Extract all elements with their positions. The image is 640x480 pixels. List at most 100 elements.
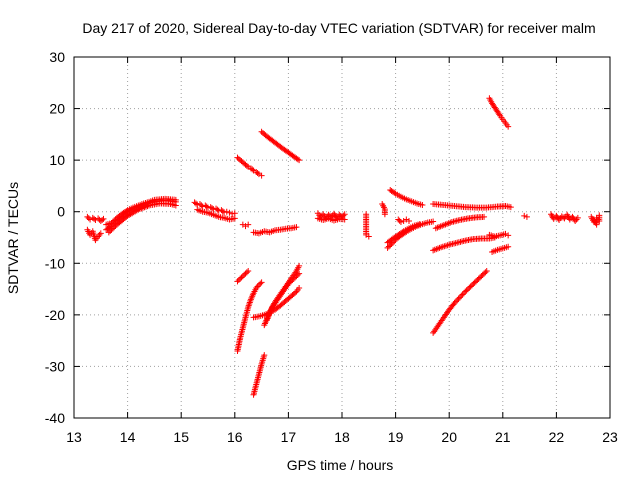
data-point: [397, 219, 404, 226]
data-point: [399, 229, 406, 236]
data-point: [241, 271, 248, 278]
data-point: [477, 274, 484, 281]
data-point: [258, 279, 265, 286]
x-axis-label: GPS time / hours: [287, 457, 394, 473]
data-point: [221, 209, 228, 216]
data-point: [341, 211, 348, 218]
y-tick-label: 30: [49, 49, 65, 65]
data-point: [194, 201, 201, 208]
series-arc-19: [314, 215, 348, 224]
data-point: [231, 215, 238, 222]
data-point: [254, 170, 261, 177]
data-point: [257, 280, 264, 287]
data-point: [296, 270, 303, 277]
series-arc-5: [105, 200, 179, 236]
data-point: [234, 154, 241, 161]
data-point: [416, 221, 423, 228]
y-tick-label: 20: [49, 101, 65, 117]
series-arc-8: [234, 154, 265, 179]
data-point: [473, 278, 479, 285]
data-point: [237, 275, 244, 282]
data-point: [479, 271, 486, 278]
data-point: [478, 273, 485, 280]
data-point: [84, 213, 91, 220]
data-point: [105, 229, 112, 236]
data-point: [108, 220, 115, 227]
series-arc-21: [379, 200, 388, 218]
series-arc-33: [521, 212, 530, 220]
data-point: [292, 274, 299, 281]
series-arc-14: [250, 352, 268, 398]
series-arc-25: [395, 216, 412, 226]
data-point: [196, 200, 203, 207]
data-point: [209, 205, 216, 212]
data-point: [293, 273, 300, 280]
data-point: [205, 204, 211, 211]
data-point: [289, 277, 296, 284]
data-point: [245, 268, 252, 275]
series-arc-34: [548, 211, 581, 224]
x-tick-label: 18: [334, 429, 350, 445]
series-arc-1: [84, 213, 107, 224]
data-point: [294, 156, 301, 163]
data-point: [470, 280, 477, 287]
y-tick-label: -30: [45, 358, 65, 374]
data-point: [108, 226, 115, 233]
data-point: [468, 282, 475, 289]
data-point: [341, 216, 348, 223]
data-point: [123, 208, 130, 215]
data-point: [203, 203, 210, 210]
data-point: [505, 232, 512, 239]
series-arc-29: [486, 230, 512, 240]
data-point: [226, 209, 233, 216]
data-point: [245, 221, 252, 228]
data-point: [229, 210, 236, 217]
data-point: [430, 218, 437, 225]
y-tick-label: 0: [57, 204, 65, 220]
series-arc-27: [432, 213, 488, 232]
data-point: [95, 215, 102, 222]
series-arc-23: [384, 221, 423, 246]
series-arc-10: [239, 221, 252, 230]
data-point: [496, 111, 503, 118]
data-point: [456, 294, 463, 301]
data-point: [231, 210, 238, 217]
x-tick-labels: 13 14 15 16 17 18 19 20 21 22 23: [66, 429, 618, 445]
data-point: [234, 278, 241, 285]
data-point: [215, 207, 222, 214]
series-arc-9: [258, 128, 303, 164]
data-point: [107, 228, 114, 235]
data-point: [451, 299, 458, 306]
data-point: [100, 215, 107, 222]
series-arc-24: [387, 187, 426, 209]
data-point: [523, 213, 530, 220]
data-point: [452, 298, 459, 305]
data-point: [391, 189, 398, 196]
data-point: [285, 280, 292, 287]
data-point: [482, 269, 489, 276]
series-arc-11: [250, 224, 300, 237]
series-arc-20: [363, 211, 372, 240]
series-arc-32: [486, 95, 512, 130]
data-point: [454, 297, 461, 304]
data-point: [239, 159, 246, 166]
data-point: [288, 278, 295, 285]
x-tick-label: 13: [66, 429, 82, 445]
data-point: [560, 214, 567, 221]
data-point: [458, 292, 465, 299]
data-point: [462, 288, 469, 295]
data-point: [97, 230, 104, 237]
data-point: [459, 291, 466, 298]
x-tick-label: 17: [281, 429, 297, 445]
data-point: [243, 162, 250, 169]
data-point: [463, 287, 470, 294]
data-point: [109, 225, 116, 232]
data-point: [574, 214, 581, 221]
data-point: [505, 243, 512, 250]
data-point: [111, 217, 118, 224]
data-point: [210, 206, 217, 213]
x-tick-label: 15: [173, 429, 189, 445]
data-point: [481, 213, 488, 220]
